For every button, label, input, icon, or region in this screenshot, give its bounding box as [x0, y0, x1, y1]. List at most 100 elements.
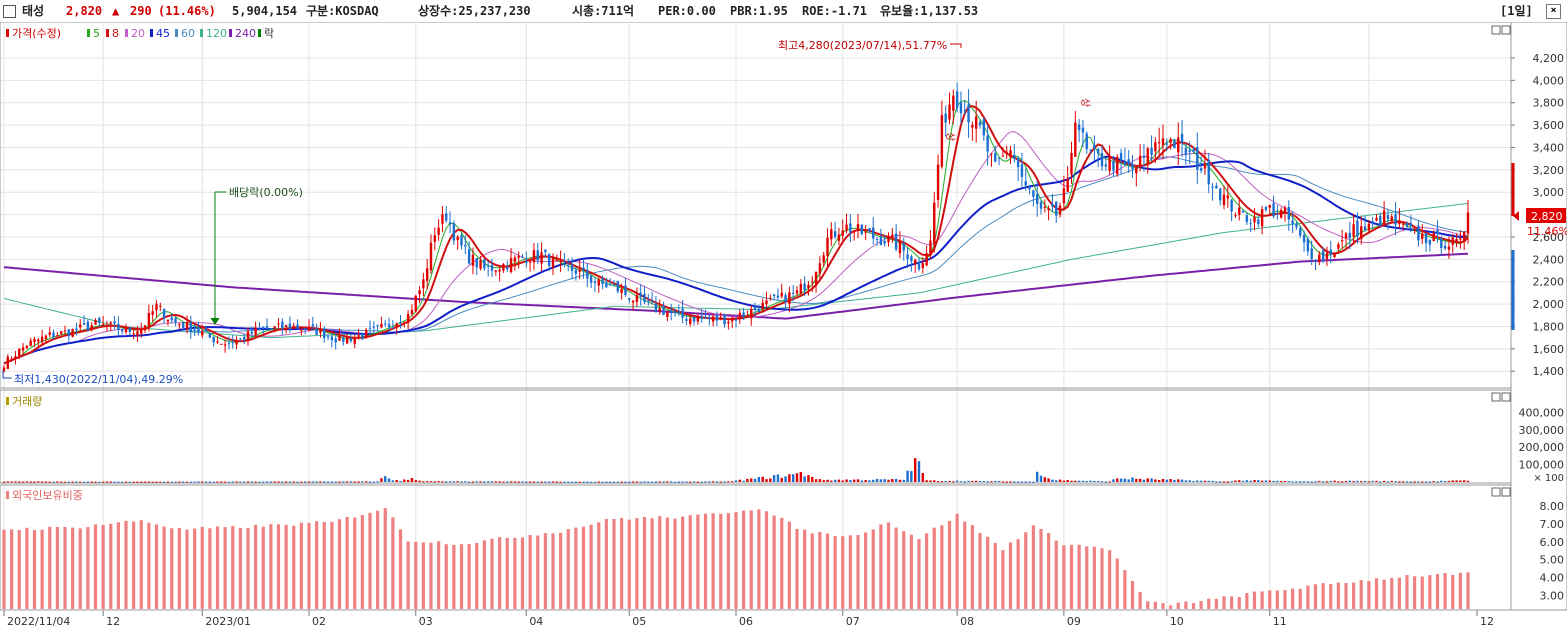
candle-body: [940, 115, 944, 167]
foreign-ratio-bar: [1344, 583, 1348, 609]
foreign-ratio-bar: [627, 519, 631, 609]
period-selector[interactable]: [1일]: [1500, 4, 1533, 18]
volume-bar: [403, 479, 406, 482]
legend-ma20-swatch: [125, 29, 128, 37]
foreign-ratio-bar: [856, 535, 860, 609]
volume-bar: [1032, 481, 1035, 483]
volume-bar: [807, 475, 810, 482]
current-price: 2,820: [66, 4, 103, 18]
candle-body: [1417, 225, 1420, 241]
volume-bar: [1299, 481, 1302, 483]
volume-bar: [704, 481, 707, 483]
candle-body: [250, 331, 254, 334]
pane-minimize-icon[interactable]: [1491, 25, 1501, 35]
candle-body: [1352, 224, 1355, 237]
foreign-tick-label: 6.00: [1540, 536, 1565, 549]
volume-bar: [1424, 481, 1428, 483]
volume-bar: [1348, 480, 1352, 482]
volume-bar: [471, 481, 475, 483]
volume-bar: [1218, 481, 1222, 483]
volume-bar: [1260, 480, 1264, 482]
foreign-ratio-bar: [437, 541, 441, 609]
candle-body: [357, 335, 360, 337]
volume-bar: [486, 481, 490, 483]
volume-maximize-icon[interactable]: [1501, 392, 1511, 402]
foreign-ratio-bar: [1390, 577, 1394, 609]
volume-bar: [563, 481, 566, 483]
volume-bar: [273, 481, 276, 483]
volume-minimize-icon[interactable]: [1491, 392, 1501, 402]
volume-bar: [685, 481, 688, 483]
candle-body: [448, 222, 452, 225]
candle-body: [128, 327, 132, 333]
foreign-legend: 외국인보유비중: [6, 489, 83, 502]
volume-bar: [25, 481, 29, 483]
candle-body: [894, 233, 898, 250]
foreign-ratio-bar: [1466, 572, 1470, 609]
foreign-ratio-bar: [1352, 582, 1356, 609]
foreign-ratio-bar: [1374, 578, 1379, 609]
volume-bar: [1157, 479, 1161, 482]
candle-body: [1283, 207, 1287, 212]
candle-body: [414, 295, 417, 312]
volume-bar: [860, 480, 864, 482]
legend-ma45-swatch: [150, 29, 153, 37]
volume-bar: [597, 481, 600, 483]
candle-body: [1241, 211, 1245, 213]
foreign-ratio-bar: [1435, 574, 1440, 609]
volume-bar: [1043, 477, 1047, 482]
foreign-minimize-icon[interactable]: [1491, 487, 1501, 497]
price-tick-label: 1,400: [1533, 365, 1565, 378]
volume-bar: [540, 481, 543, 483]
volume-bar: [1135, 478, 1138, 482]
foreign-ratio-bar: [986, 536, 990, 609]
candle-body: [551, 257, 555, 268]
select-checkbox[interactable]: [3, 5, 16, 18]
candle-body: [235, 340, 238, 345]
close-icon[interactable]: ×: [1546, 4, 1561, 19]
candle-body: [601, 278, 604, 285]
candle-body: [643, 293, 646, 303]
legend-ma8-swatch: [106, 29, 109, 37]
volume-bar: [1253, 479, 1256, 482]
foreign-maximize-icon[interactable]: [1501, 487, 1511, 497]
candle-body: [582, 267, 585, 271]
candle-body: [506, 267, 509, 270]
volume-bar: [864, 480, 867, 482]
stock-chart[interactable]: 4,2004,0003,8003,6003,4003,2003,0002,800…: [0, 22, 1567, 630]
candle-body: [765, 300, 768, 305]
volume-bar: [948, 481, 951, 483]
volume-bar: [883, 479, 886, 482]
volume-bar: [1177, 479, 1180, 482]
volume-bar: [59, 481, 63, 483]
candle-body: [669, 310, 673, 313]
foreign-ratio-bar: [1047, 533, 1051, 609]
foreign-ratio-bar: [223, 527, 227, 609]
volume-bar: [1238, 480, 1241, 482]
candle-body: [258, 328, 261, 330]
foreign-ratio-bar: [665, 517, 669, 609]
volume-bar: [589, 481, 593, 483]
date-tick-label: 02: [312, 615, 326, 628]
volume-bar: [71, 481, 74, 483]
candle-body: [875, 238, 879, 240]
volume-bar: [1279, 481, 1283, 483]
candle-body: [681, 308, 684, 318]
candle-body: [44, 335, 48, 339]
candle-body: [879, 236, 883, 246]
stock-name[interactable]: 태성: [22, 4, 45, 18]
volume-bar: [788, 474, 791, 482]
volume-bar: [67, 481, 71, 483]
volume-bar: [1344, 481, 1348, 483]
foreign-ratio-bar: [947, 520, 952, 609]
foreign-ratio-bar: [360, 515, 364, 609]
pane-maximize-icon[interactable]: [1501, 25, 1511, 35]
volume-bar: [612, 481, 616, 483]
volume-bar: [1058, 479, 1062, 482]
candle-body: [994, 153, 997, 162]
volume-bar: [189, 481, 193, 483]
candle-body: [540, 252, 543, 264]
candle-body: [254, 327, 257, 335]
volume-bar: [891, 479, 894, 482]
volume-bar: [395, 479, 398, 482]
